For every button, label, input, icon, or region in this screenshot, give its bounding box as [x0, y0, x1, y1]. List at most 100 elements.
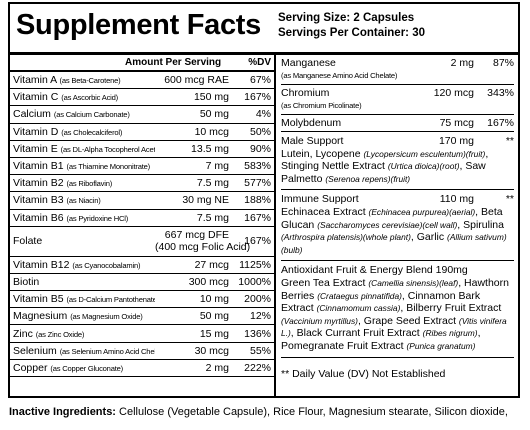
blend-amount: 170 mg [438, 135, 474, 147]
ingredient-text: , Spirulina [457, 218, 504, 231]
daily-value: 167% [244, 91, 271, 104]
daily-value: 343% [487, 87, 514, 99]
inactive-label: Inactive Ingredients: [9, 406, 116, 418]
nutrient-row: Vitamin E (as DL-Alpha Tocopherol Acetat… [10, 141, 274, 158]
nutrient-name: Zinc [13, 327, 33, 340]
amount: 120 mcg [433, 87, 474, 99]
amount-cell: 7.5 mg [155, 177, 233, 189]
amount: 667 mcg DFE [164, 229, 229, 242]
ingredient-text: , Stinging Nettle Extract [281, 147, 489, 173]
nutrient-cell: Zinc (as Zinc Oxide) [10, 328, 155, 340]
nutrient-cell: Molybdenum [281, 117, 412, 129]
nutrient-cell: Vitamin B3 (as Niacin) [10, 194, 155, 206]
nutrient-name: Vitamin A [13, 74, 57, 87]
amount: 300 mcg [188, 275, 229, 288]
amount: 7.5 mg [196, 177, 229, 190]
amount: 7 mg [205, 160, 229, 173]
amount: 10 mcg [194, 125, 229, 138]
ingredient-text: , Saw Palmetto [281, 160, 486, 185]
daily-value: 50% [249, 125, 271, 138]
nutrient-name: Vitamin B1 [13, 160, 64, 173]
blend-ingredients: Green Tea Extract (Camellia sinensis)(le… [281, 277, 514, 353]
spacer [10, 55, 119, 70]
amount-cell: 30 mcg [155, 345, 233, 357]
nutrient-row: Selenium (as Selenium Amino Acid Chelate… [10, 343, 274, 360]
nutrient-row: Vitamin D (as Cholecalciferol) 10 mcg 50% [10, 124, 274, 141]
inactive-text: Cellulose (Vegetable Capsule), Rice Flou… [115, 406, 508, 418]
daily-value: ** [505, 135, 514, 147]
ingredient-text: , Beta Glucan [281, 205, 503, 231]
nutrient-source: (as Cyanocobalamin) [72, 260, 141, 270]
nutrient-row: Vitamin B2 (as Riboflavin) 7.5 mg 577% [10, 175, 274, 193]
botanical-name: (Crataegus pinnatifida) [317, 290, 402, 301]
amount-cell: 10 mcg [155, 126, 233, 138]
botanical-name: (Arthrospira platensis)(whole plant) [281, 232, 411, 243]
blend-header: Antioxidant Fruit & Energy Blend 190mg [281, 264, 514, 277]
nutrient-row: Vitamin A (as Beta-Carotene) 600 mcg RAE 6… [10, 72, 274, 90]
amount: 150 mg [193, 91, 229, 104]
blend-amount: 110 mg [439, 193, 474, 206]
nutrient-name: Copper [13, 361, 48, 374]
nutrient-name: Vitamin B12 [13, 258, 70, 271]
daily-value: 222% [244, 361, 271, 374]
nutrient-source: (as Thiamine Mononitrate) [66, 162, 151, 172]
botanical-name: (Urtica dioica)(root) [387, 161, 460, 172]
blend-name: Immune Support [281, 193, 359, 206]
amount: 50 mg [199, 310, 229, 323]
nutrient-cell: Vitamin B2 (as Riboflavin) [10, 177, 155, 189]
nutrient-name: Biotin [13, 275, 40, 288]
blend-name: Male Support [281, 135, 344, 147]
nutrient-row: Manganese (as Manganese Amino Acid Chela… [281, 55, 514, 85]
ingredient-text: Green Tea Extract [281, 276, 369, 289]
nutrient-source: (as Riboflavin) [66, 179, 113, 189]
daily-value: 4% [255, 108, 271, 121]
nutrient-name: Vitamin B5 [13, 293, 64, 306]
daily-value: 1125% [239, 258, 271, 271]
amount: 2 mg [205, 361, 229, 374]
ingredient-text: Lutein, Lycopene [281, 147, 364, 160]
nutrient-name: Magnesium [13, 310, 68, 323]
amount-cell: 27 mcg [155, 259, 233, 271]
blend: Immune Support 110 mg ** Echinacea Extract … [281, 190, 514, 262]
nutrient-name: Vitamin C [13, 91, 59, 104]
amount: 50 mg [199, 108, 229, 121]
daily-value: 167% [244, 235, 271, 248]
nutrient-cell: Vitamin D (as Cholecalciferol) [10, 126, 155, 138]
amount: 30 mg NE [182, 194, 229, 207]
nutrient-cell: Selenium (as Selenium Amino Acid Chelate… [10, 345, 155, 357]
nutrient-source: (as Copper Gluconate) [50, 363, 123, 373]
ingredient-text: , Hawthorn Berries [281, 276, 509, 302]
nutrient-source: (as D-Calcium Pantothenate) [66, 295, 155, 305]
nutrient-name: Vitamin B2 [13, 177, 64, 190]
daily-value: 12% [249, 310, 271, 323]
nutrient-cell: Chromium (as Chromium Picolinate) [281, 87, 412, 112]
nutrient-source: (as Niacin) [66, 196, 101, 206]
nutrient-source: (as Manganese Amino Acid Chelate) [281, 71, 398, 80]
amount: 30 mcg [194, 344, 229, 357]
blend: Antioxidant Fruit & Energy Blend 190mg Gr… [281, 261, 514, 358]
nutrient-name: Selenium [13, 344, 57, 357]
nutrient-name: Vitamin E [13, 142, 58, 155]
amount: 7.5 mg [196, 211, 229, 224]
amount: 27 mcg [194, 258, 229, 271]
amount-cell: 50 mg [155, 310, 233, 322]
nutrient-name: Calcium [13, 108, 51, 121]
nutrient-row: Magnesium (as Magnesium Oxide) 50 mg 12% [10, 308, 274, 326]
nutrient-cell: Vitamin C (as Ascorbic Acid) [10, 91, 155, 103]
nutrient-name: Vitamin B3 [13, 194, 64, 207]
amount: 15 mg [199, 327, 229, 340]
daily-value: 188% [244, 194, 271, 207]
blend-ingredients: Lutein, Lycopene (Lycopersicum esculentu… [281, 148, 514, 186]
column-header: Amount Per Serving %DV [10, 55, 274, 72]
right-table: Manganese (as Manganese Amino Acid Chela… [276, 55, 518, 396]
blend-header: Male Support 170 mg ** [281, 135, 514, 148]
botanical-name: (Serenoa repens)(fruit) [325, 173, 411, 184]
amount-note: (400 mcg Folic Acid) [155, 241, 251, 254]
daily-value: 136% [244, 327, 271, 340]
nutrient-cell: Vitamin A (as Beta-Carotene) [10, 74, 155, 86]
title: Supplement Facts [16, 9, 261, 41]
nutrient-source: (as Pyridoxine HCl) [66, 213, 129, 223]
nutrient-source: (as Chromium Picolinate) [281, 101, 362, 110]
nutrient-source: (as Selenium Amino Acid Chelate) [59, 346, 155, 356]
inactive-ingredients: Inactive Ingredients: Cellulose (Vegetab… [9, 406, 508, 418]
